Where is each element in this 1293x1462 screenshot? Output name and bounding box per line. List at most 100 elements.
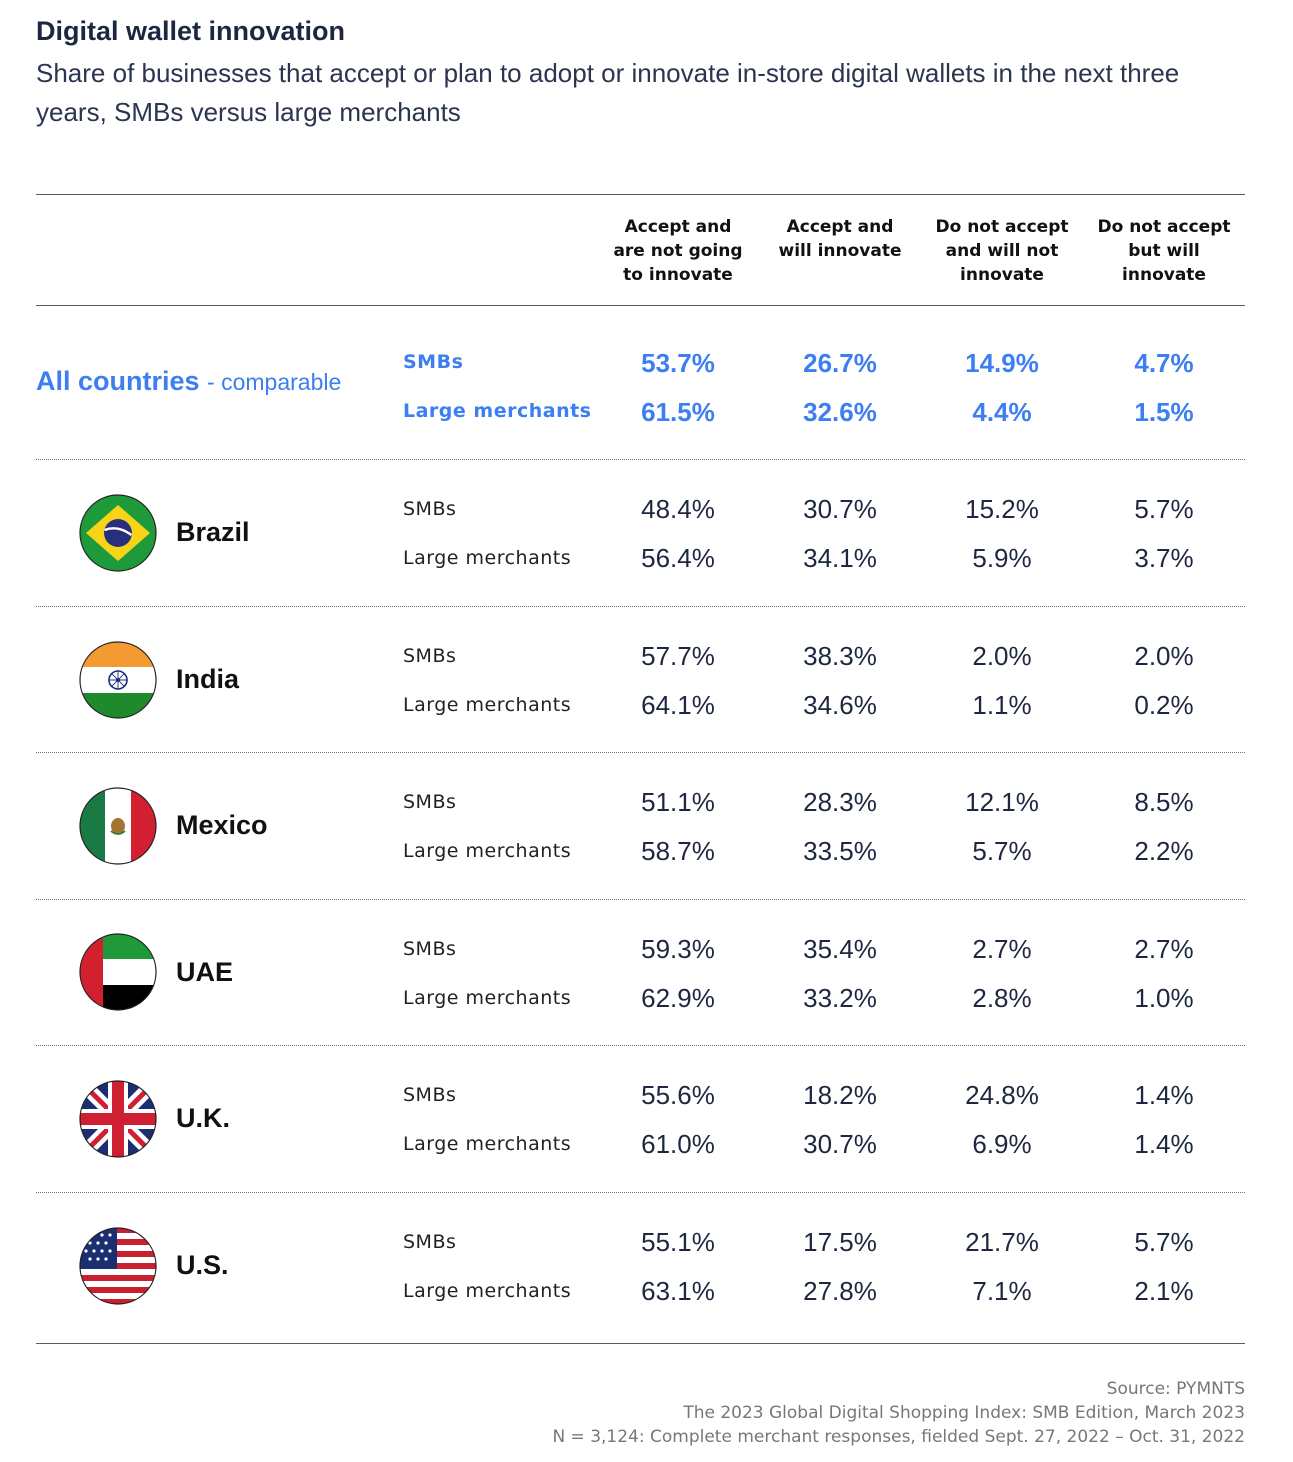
table-cell: 1.0% bbox=[1134, 983, 1194, 1013]
row-divider bbox=[36, 459, 1245, 460]
summary-segment-smbs: SMBs bbox=[403, 351, 464, 373]
table-cell: 30.7% bbox=[803, 1129, 877, 1159]
table-cell: 61.0% bbox=[641, 1129, 715, 1159]
segment-label-large: Large merchants bbox=[403, 840, 572, 862]
table-cell: 5.7% bbox=[1134, 1227, 1194, 1257]
table-cell: 1.5% bbox=[1134, 397, 1194, 427]
table-cell: 27.8% bbox=[803, 1276, 877, 1306]
column-header-line: Accept and bbox=[786, 217, 894, 237]
table-cell: 1.4% bbox=[1134, 1129, 1194, 1159]
table-cell: 34.6% bbox=[803, 690, 877, 720]
table-cell: 21.7% bbox=[965, 1227, 1039, 1257]
table-cell: 63.1% bbox=[641, 1276, 715, 1306]
column-header-line: innovate bbox=[960, 265, 1044, 285]
column-header-line: Do not accept bbox=[935, 217, 1069, 237]
column-header-line: Do not accept bbox=[1097, 217, 1231, 237]
table-cell: 58.7% bbox=[641, 836, 715, 866]
table-cell: 57.7% bbox=[641, 641, 715, 671]
column-header-1: Accept and are not going to innovate bbox=[603, 215, 753, 287]
segment-label-large: Large merchants bbox=[403, 1133, 572, 1155]
uae-flag-icon bbox=[79, 933, 157, 1011]
table-cell: 26.7% bbox=[803, 348, 877, 378]
table-cell: 59.3% bbox=[641, 934, 715, 964]
row-divider bbox=[36, 1045, 1245, 1046]
table-cell: 35.4% bbox=[803, 934, 877, 964]
table-cell: 48.4% bbox=[641, 494, 715, 524]
segment-label-smbs: SMBs bbox=[403, 791, 457, 813]
table-cell: 55.1% bbox=[641, 1227, 715, 1257]
table-cell: 14.9% bbox=[965, 348, 1039, 378]
row-divider bbox=[36, 606, 1245, 607]
country-name: India bbox=[176, 664, 240, 694]
chart-title: Digital wallet innovation bbox=[36, 16, 346, 46]
summary-label: All countries - comparable bbox=[36, 366, 341, 397]
table-cell: 2.0% bbox=[972, 641, 1032, 671]
segment-label-large: Large merchants bbox=[403, 1280, 572, 1302]
india-flag-icon bbox=[79, 641, 157, 719]
country-name: Brazil bbox=[176, 517, 250, 547]
header-top-rule bbox=[36, 194, 1245, 195]
segment-label-smbs: SMBs bbox=[403, 1231, 457, 1253]
table-cell: 38.3% bbox=[803, 641, 877, 671]
table-cell: 55.6% bbox=[641, 1080, 715, 1110]
header-bottom-rule bbox=[36, 305, 1245, 306]
chart-subtitle: Share of businesses that accept or plan … bbox=[36, 58, 1180, 127]
table-cell: 28.3% bbox=[803, 787, 877, 817]
segment-label-smbs: SMBs bbox=[403, 1084, 457, 1106]
table-cell: 1.4% bbox=[1134, 1080, 1194, 1110]
table-cell: 17.5% bbox=[803, 1227, 877, 1257]
table-cell: 2.2% bbox=[1134, 836, 1194, 866]
segment-label-smbs: SMBs bbox=[403, 645, 457, 667]
row-divider bbox=[36, 1192, 1245, 1193]
table-cell: 6.9% bbox=[972, 1129, 1032, 1159]
column-header-3: Do not accept and will not innovate bbox=[927, 215, 1077, 287]
segment-label-smbs: SMBs bbox=[403, 498, 457, 520]
table-cell: 53.7% bbox=[641, 348, 715, 378]
column-header-line: to innovate bbox=[623, 265, 733, 285]
table-cell: 34.1% bbox=[803, 543, 877, 573]
source-line: Source: PYMNTS bbox=[1106, 1379, 1245, 1399]
segment-label-large: Large merchants bbox=[403, 547, 572, 569]
column-header-2: Accept and will innovate bbox=[765, 215, 915, 263]
table-cell: 15.2% bbox=[965, 494, 1039, 524]
table-cell: 33.5% bbox=[803, 836, 877, 866]
table-cell: 5.7% bbox=[1134, 494, 1194, 524]
row-divider bbox=[36, 899, 1245, 900]
column-header-line: innovate bbox=[1122, 265, 1206, 285]
summary-segment-large: Large merchants bbox=[403, 400, 592, 422]
country-name: Mexico bbox=[176, 810, 268, 840]
brazil-flag-icon bbox=[79, 494, 157, 572]
row-divider bbox=[36, 752, 1245, 753]
us-flag-icon bbox=[79, 1227, 157, 1305]
column-header-line: are not going bbox=[613, 241, 743, 261]
source-line: The 2023 Global Digital Shopping Index: … bbox=[683, 1403, 1245, 1423]
table-cell: 2.7% bbox=[972, 934, 1032, 964]
table-cell: 18.2% bbox=[803, 1080, 877, 1110]
table-cell: 0.2% bbox=[1134, 690, 1194, 720]
source-note: Source: PYMNTS The 2023 Global Digital S… bbox=[552, 1377, 1245, 1449]
summary-qualifier: - comparable bbox=[207, 369, 342, 395]
country-name: UAE bbox=[176, 957, 234, 987]
table-cell: 8.5% bbox=[1134, 787, 1194, 817]
uk-flag-icon bbox=[79, 1080, 157, 1158]
table-cell: 30.7% bbox=[803, 494, 877, 524]
table-cell: 62.9% bbox=[641, 983, 715, 1013]
segment-label-smbs: SMBs bbox=[403, 938, 457, 960]
column-header-line: but will bbox=[1128, 241, 1200, 261]
table-cell: 61.5% bbox=[641, 397, 715, 427]
table-cell: 2.0% bbox=[1134, 641, 1194, 671]
table-cell: 3.7% bbox=[1134, 543, 1194, 573]
table-cell: 1.1% bbox=[972, 690, 1032, 720]
country-name: U.K. bbox=[176, 1103, 230, 1133]
table-cell: 56.4% bbox=[641, 543, 715, 573]
source-line: N = 3,124: Complete merchant responses, … bbox=[552, 1427, 1245, 1447]
table-cell: 7.1% bbox=[972, 1276, 1032, 1306]
table-cell: 2.8% bbox=[972, 983, 1032, 1013]
mexico-flag-icon bbox=[79, 787, 157, 865]
table-cell: 64.1% bbox=[641, 690, 715, 720]
column-header-4: Do not accept but will innovate bbox=[1089, 215, 1239, 287]
table-cell: 2.1% bbox=[1134, 1276, 1194, 1306]
table-cell: 5.7% bbox=[972, 836, 1032, 866]
table-cell: 12.1% bbox=[965, 787, 1039, 817]
table-cell: 51.1% bbox=[641, 787, 715, 817]
